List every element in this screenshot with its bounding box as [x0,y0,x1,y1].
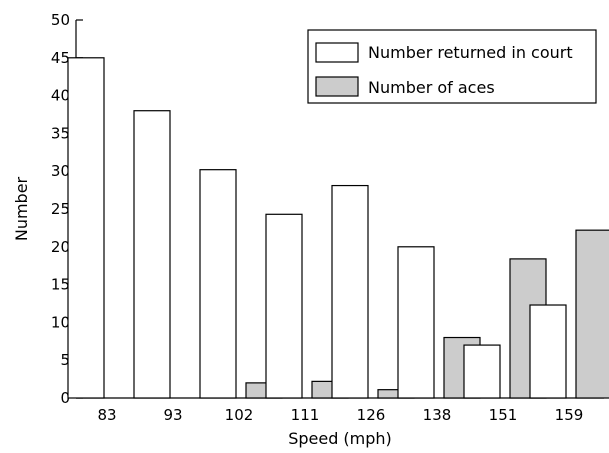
bar-returned-138 [397,246,435,399]
y-tick-label: 5 [60,351,70,369]
x-axis-title: Speed (mph) [288,429,392,448]
bar-returned-83 [67,57,105,399]
y-tick-label: 45 [51,49,70,67]
y-tick-label: 35 [51,124,70,142]
legend: Number returned in court Number of aces [307,29,597,104]
x-tick-label: 111 [291,406,320,424]
bar-returned-126 [331,184,369,399]
x-tick-label: 159 [555,406,584,424]
x-tick-label: 83 [97,406,116,424]
y-tick-label: 0 [60,389,70,407]
y-tick-label: 20 [51,238,70,256]
y-tick-label: 10 [51,313,70,331]
y-tick-label: 50 [51,11,70,29]
x-ticks: 83 93 102 111 126 138 151 159 [97,406,583,424]
y-tick-label: 40 [51,87,70,105]
x-tick-label: 138 [423,406,452,424]
x-tick-label: 151 [489,406,518,424]
x-tick-label: 102 [225,406,254,424]
legend-swatch-aces [315,76,359,97]
bar-returned-111 [265,213,303,399]
x-axis: 83 93 102 111 126 138 151 159 [76,397,604,424]
legend-label-returned: Number returned in court [368,43,573,62]
x-tick-label: 93 [163,406,182,424]
bar-returned-102 [199,169,237,399]
x-tick-label: 126 [357,406,386,424]
legend-label-aces: Number of aces [368,78,495,97]
bar-aces-159 [575,229,609,399]
y-tick-label: 25 [51,200,70,218]
y-tick-label: 15 [51,276,70,294]
bar-returned-159 [529,304,567,399]
bars [67,57,609,399]
y-tick-label: 30 [51,162,70,180]
y-axis-title: Number [12,176,31,241]
legend-swatch-returned [315,42,359,63]
bar-returned-93 [133,110,171,399]
bar-returned-151 [463,344,501,399]
